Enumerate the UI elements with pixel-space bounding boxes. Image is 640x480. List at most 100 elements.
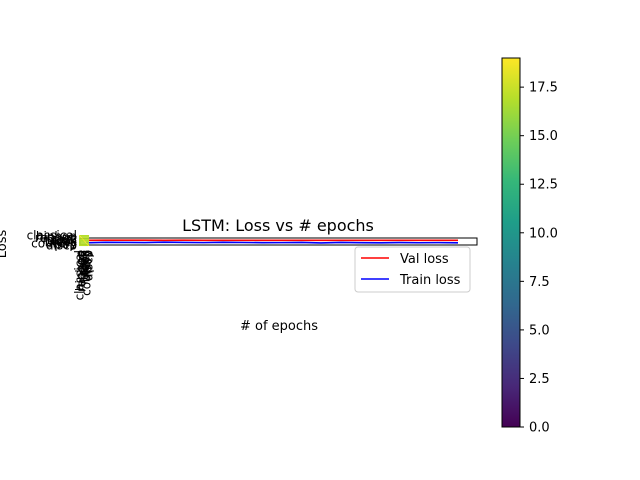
matrix-cell: [83, 244, 85, 247]
matrix-cell: [82, 243, 84, 245]
matrix-cell: [88, 237, 90, 239]
matrix-cell: [84, 235, 86, 237]
matrix-cell: [88, 243, 90, 245]
matrix-cell: [82, 240, 84, 242]
colorbar-tick-label: 0.0: [529, 421, 550, 436]
ytick-label-country: country: [31, 236, 77, 250]
matrix-cell: [87, 241, 89, 243]
ytick-label-hiphop: hiphop: [36, 230, 77, 244]
matrix-cell: [79, 235, 81, 237]
matrix-cell: [85, 242, 87, 244]
legend-entry-val-loss: Val loss: [400, 252, 449, 267]
ytick-label-pop: pop: [54, 237, 77, 251]
matrix-cell: [79, 244, 81, 247]
matrix-cell: [79, 241, 81, 243]
matrix-cell: [81, 235, 83, 237]
category-ytick-labels: classicalhiphopreggaejazzmetalrockbluesc…: [27, 229, 77, 253]
matrix-cell: [84, 240, 86, 242]
matrix-cell: [88, 244, 90, 247]
matrix-cell: [88, 235, 90, 237]
colorbar-tick-label: 12.5: [529, 178, 558, 193]
xtick-label-hiphop: hiphop: [74, 250, 88, 291]
matrix-cell: [83, 243, 85, 245]
matrix-cell: [88, 238, 90, 240]
xtick-label-jazz: jazz: [76, 250, 90, 274]
ytick-label-blues: blues: [45, 235, 77, 249]
xtick-label-metal: metal: [77, 250, 91, 284]
matrix-cell: [88, 242, 90, 244]
series-line-train-loss: [85, 241, 459, 244]
matrix-cell: [80, 243, 82, 245]
matrix-cell: [81, 238, 83, 240]
xtick-label-classical: classical: [73, 250, 87, 300]
matrix-cell: [83, 240, 85, 242]
matrix-cell: [87, 236, 89, 238]
colorbar-tick-label: 5.0: [529, 323, 550, 338]
matrix-cell: [80, 237, 82, 239]
matrix-cell: [82, 241, 84, 243]
matrix-cell: [81, 239, 83, 241]
matrix-cell: [86, 244, 88, 247]
matrix-cell: [80, 236, 82, 238]
matrix-cell: [83, 235, 85, 237]
ytick-label-disco: disco: [46, 238, 77, 252]
x-axis-label: # of epochs: [240, 319, 318, 334]
matrix-cell: [81, 237, 83, 239]
matrix-cell: [88, 241, 90, 243]
xtick-label-blues: blues: [79, 250, 93, 282]
matrix-cell: [86, 238, 88, 240]
matrix-cell: [87, 240, 89, 242]
matrix-cell: [81, 236, 83, 238]
ytick-label-metal: metal: [43, 233, 77, 247]
matrix-cell: [80, 242, 82, 244]
matrix-cell: [82, 236, 84, 238]
matrix-cell: [82, 237, 84, 239]
matrix-cell: [86, 235, 88, 237]
ytick-label-jazz: jazz: [53, 232, 77, 246]
matrix-cell: [80, 244, 82, 247]
matrix-cell: [81, 243, 83, 245]
colorbar-ticks: 0.0 2.5 5.0 7.5 10.0 12.5 15.0 17.5: [520, 81, 558, 436]
matrix-cell: [82, 244, 84, 247]
colorbar-tick-label: 10.0: [529, 226, 558, 241]
matrix-cell: [80, 239, 82, 241]
matrix-cell: [84, 238, 86, 240]
matrix-cell: [83, 239, 85, 241]
colorbar-gradient: [501, 57, 521, 428]
matrix-cell: [87, 238, 89, 240]
matrix-cell: [79, 242, 81, 244]
matrix-cell: [79, 239, 81, 241]
matrix-cell: [85, 238, 87, 240]
xtick-label-country: country: [80, 250, 94, 296]
matrix-cell: [82, 238, 84, 240]
colorbar-tick-label: 15.0: [529, 129, 558, 144]
ytick-label-reggae: reggae: [35, 231, 77, 245]
matrix-cell: [84, 244, 86, 247]
plot-area: [79, 237, 478, 246]
matrix-cell: [81, 242, 83, 244]
colorbar-tick-label: 17.5: [529, 81, 558, 96]
y-axis-label: Loss: [0, 230, 10, 259]
xtick-label-reggae: reggae: [75, 250, 89, 292]
colorbar-tick-label: 2.5: [529, 372, 550, 387]
matrix-cell: [84, 239, 86, 241]
matrix-cell: [88, 239, 90, 241]
matrix-cell: [79, 236, 81, 238]
matrix-cell: [85, 235, 87, 237]
matrix-cell: [84, 237, 86, 239]
matrix-cell: [85, 243, 87, 245]
chart-title: LSTM: Loss vs # epochs: [182, 216, 374, 235]
legend-entry-train-loss: Train loss: [399, 273, 461, 288]
colorbar-tick-label: 7.5: [529, 275, 550, 290]
matrix-cell: [82, 242, 84, 244]
xtick-label-disco: disco: [82, 250, 96, 281]
xtick-label-rock: rock: [78, 250, 92, 276]
matrix-cell: [84, 242, 86, 244]
matrix-cell: [87, 243, 89, 245]
matrix-cell: [85, 244, 87, 247]
legend: Val loss Train loss: [354, 246, 471, 293]
matrix-cell: [87, 242, 89, 244]
xtick-label-pop: pop: [81, 250, 95, 273]
matrix-cell: [87, 244, 89, 247]
matrix-cell: [87, 237, 89, 239]
